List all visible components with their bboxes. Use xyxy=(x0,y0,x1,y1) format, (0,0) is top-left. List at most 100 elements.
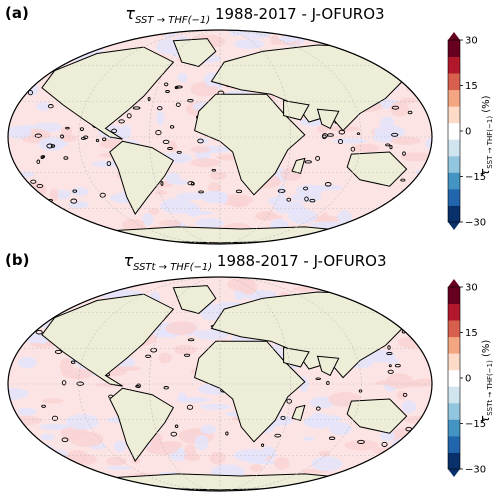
anomaly-patch xyxy=(415,168,432,176)
anomaly-patch xyxy=(184,453,201,462)
anomaly-patch xyxy=(59,357,73,374)
colorbar-swatch xyxy=(448,287,460,304)
significance-contour xyxy=(26,193,34,199)
significance-contour xyxy=(174,86,179,90)
significance-contour xyxy=(65,126,70,130)
anomaly-patch xyxy=(381,214,415,219)
significance-contour xyxy=(387,369,394,374)
anomaly-patch xyxy=(411,196,432,213)
anomaly-patch xyxy=(243,452,265,464)
anomaly-patch xyxy=(417,182,432,197)
anomaly-patch xyxy=(378,458,394,463)
significance-contour xyxy=(358,389,363,393)
anomaly-patch xyxy=(405,195,432,203)
significance-contour xyxy=(394,363,401,368)
colorbar-label: τSST → THF(−1) (%) xyxy=(478,76,494,176)
colorbar-label-subscript: SST → THF(−1) xyxy=(486,115,494,169)
significance-contour xyxy=(83,135,89,140)
anomaly-patch xyxy=(354,465,365,477)
significance-contour xyxy=(61,437,69,443)
anomaly-patch xyxy=(8,81,38,86)
anomaly-patch xyxy=(114,366,142,372)
colorbar-swatch xyxy=(448,419,460,437)
anomaly-patch xyxy=(105,456,127,466)
anomaly-patch xyxy=(8,51,27,58)
title-symbol: τ xyxy=(123,251,134,270)
anomaly-patch xyxy=(420,35,432,47)
landmass-australia xyxy=(346,398,408,434)
map-b: 30 15 0 −15 −30 xyxy=(7,276,486,492)
colorbar-swatch xyxy=(448,89,460,107)
significance-contour xyxy=(111,128,117,134)
anomaly-patch xyxy=(326,479,336,486)
anomaly-patch xyxy=(194,434,209,451)
anomaly-patch xyxy=(143,30,161,36)
anomaly-patch xyxy=(351,222,376,233)
landmass-madagascar xyxy=(291,404,306,422)
colorbar-swatch xyxy=(448,188,460,206)
anomaly-patch xyxy=(355,34,381,40)
significance-contour xyxy=(35,329,43,335)
significance-contour xyxy=(162,139,170,145)
landmass-australia xyxy=(346,151,408,187)
significance-contour xyxy=(407,110,413,115)
anomaly-patch xyxy=(209,171,227,180)
anomaly-patch xyxy=(379,277,411,284)
significance-contour xyxy=(286,398,292,404)
significance-contour xyxy=(61,380,67,386)
landmass-northAmerica xyxy=(41,293,175,387)
anomaly-patch xyxy=(201,190,227,204)
anomaly-patch xyxy=(332,138,367,144)
significance-contour xyxy=(30,179,37,184)
significance-contour xyxy=(70,198,78,204)
anomaly-patch xyxy=(417,447,429,457)
anomaly-patch xyxy=(95,277,105,283)
colorbar-tick-label: 15 xyxy=(465,81,478,92)
landmass-arabia xyxy=(283,100,310,121)
anomaly-patch xyxy=(47,449,68,460)
colorbar-tick-label: −30 xyxy=(465,218,486,229)
colorbar-swatch xyxy=(448,73,460,91)
colorbar-extend-min xyxy=(448,222,460,230)
panel-title: τSSTt → THF(−1) 1988-2017 - J-OFURO3 xyxy=(60,251,450,273)
significance-contour xyxy=(41,155,46,159)
anomaly-patch xyxy=(145,442,179,455)
landmass-greenland xyxy=(172,38,217,67)
anomaly-patch xyxy=(405,86,432,93)
significance-contour xyxy=(385,143,391,147)
significance-contour xyxy=(303,186,309,191)
anomaly-patch xyxy=(362,217,382,232)
anomaly-patch xyxy=(311,456,343,472)
anomaly-patch xyxy=(390,136,421,145)
colorbar-label-unit: (%) xyxy=(481,339,492,357)
significance-contour xyxy=(356,132,361,135)
anomaly-patch xyxy=(165,321,197,335)
anomaly-patch xyxy=(390,101,409,117)
anomaly-patch xyxy=(386,65,418,71)
significance-contour xyxy=(309,198,316,203)
significance-contour xyxy=(187,99,194,103)
anomaly-patch xyxy=(76,33,98,43)
anomaly-patch xyxy=(389,461,421,472)
significance-contour xyxy=(72,189,78,193)
significance-contour xyxy=(36,183,44,189)
colorbar-swatch xyxy=(448,320,460,338)
significance-contour xyxy=(388,364,392,368)
anomaly-patch xyxy=(8,236,44,244)
anomaly-patch xyxy=(344,440,379,451)
anomaly-patch xyxy=(372,447,401,455)
colorbar-tick-label: 0 xyxy=(465,374,471,385)
significance-contour xyxy=(36,159,41,164)
anomaly-patch xyxy=(8,387,29,400)
anomaly-patch xyxy=(21,228,32,234)
anomaly-patch xyxy=(30,34,65,51)
landmass-india xyxy=(316,108,340,130)
anomaly-patch xyxy=(184,210,214,215)
colorbar-tick-label: −30 xyxy=(465,465,486,476)
significance-contour xyxy=(186,404,194,410)
significance-contour xyxy=(47,104,54,109)
significance-contour xyxy=(402,392,408,397)
significance-contour xyxy=(165,90,170,93)
significance-contour xyxy=(315,377,321,380)
anomaly-patch xyxy=(70,431,104,447)
